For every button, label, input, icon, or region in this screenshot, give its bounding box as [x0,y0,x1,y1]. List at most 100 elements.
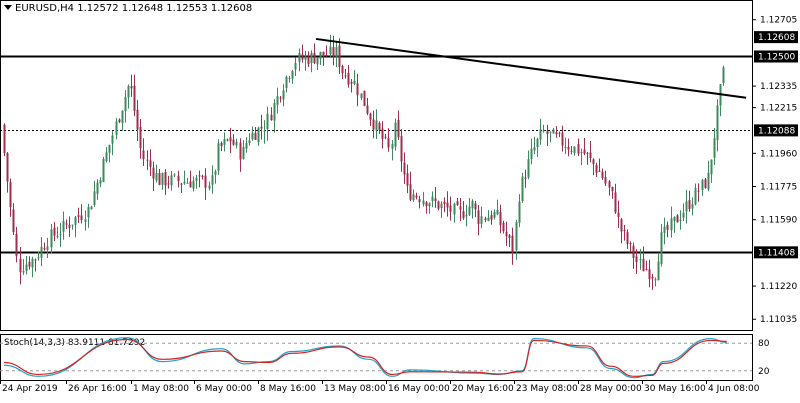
candle-body [245,143,248,149]
candle-body [310,52,313,64]
candle-body [68,225,71,228]
candle-body [660,232,663,264]
candle-body [676,215,679,223]
candle-body [595,165,598,173]
candle-body [691,204,694,209]
collapse-triangle-icon[interactable] [4,5,12,10]
candle-body [515,222,518,251]
candle-body [666,224,669,230]
candle-body [440,203,443,208]
candle-body [589,152,592,158]
candle-body [186,182,189,184]
candle-body [152,167,155,179]
symbol-label: EURUSD,H4 [15,3,75,14]
candle-body [632,245,635,259]
price-tick-label: 1.12215 [760,104,797,114]
candle-body [242,146,245,159]
candle-body [394,122,397,147]
candle-body [59,233,62,235]
candle-body [341,65,344,74]
candle-body [50,229,53,248]
candle-body [170,175,173,186]
candle-body [260,126,263,129]
candle-body [645,268,648,270]
candle-body [369,113,372,120]
chart-header: EURUSD,H4 1.12572 1.12648 1.12553 1.1260… [4,3,252,14]
candle-body [468,206,471,215]
candle-body [34,259,37,261]
candle-body [623,229,626,231]
candle-body [108,144,111,153]
candle-body [502,222,505,232]
candle-body [307,56,310,65]
candle-body [294,62,297,70]
candle-body [614,192,617,213]
candle-body [84,219,87,222]
candle-body [570,150,573,152]
candle-body [511,235,514,253]
candle-body [127,86,130,98]
candle-body [353,80,356,85]
candle-body [12,209,15,233]
ohlc-high: 1.12648 [121,3,164,14]
candle-body [115,121,118,135]
price-tick-label: 1.11775 [760,183,797,193]
candle-body [198,175,201,177]
candle-body [573,146,576,154]
candle-body [688,200,691,209]
candle-body [90,206,93,210]
candle-body [313,53,316,64]
candle-body [217,143,220,171]
candle-body [366,105,369,114]
candle-body [577,144,580,154]
candle-body [400,136,403,162]
candle-body [533,147,536,151]
candle-body [232,139,235,145]
candle-body [164,172,167,186]
stoch-k-line [3,337,727,379]
candle-body [19,258,22,273]
ohlc-open: 1.12572 [77,3,119,14]
candle-body [477,210,480,224]
candle-body [415,195,418,198]
candle-body [65,223,68,225]
candle-body [3,124,6,154]
candle-body [139,126,142,149]
price-axis: 1.12705 1.12335 1.12215 1.11960 1.11775 1.115… [752,16,797,325]
price-tag-box [754,124,798,137]
candle-body [564,147,567,149]
price-tick-label: 1.11220 [760,282,797,292]
price-tick-label: 1.11590 [760,216,797,226]
stoch-panel-frame [0,334,753,381]
price-tick-label: 1.12705 [760,16,797,26]
candle-body [276,96,279,105]
time-tick-label: 6 May 00:00 [196,384,252,394]
chart-frames [0,0,753,381]
candle-body [716,105,719,141]
candle-body [96,182,99,194]
candle-body [387,138,390,148]
candle-body [226,139,229,141]
candle-body [704,179,707,188]
candle-body [158,172,161,185]
candle-body [471,200,474,209]
candle-body [180,183,183,185]
candle-body [363,90,366,106]
candle-body [6,153,9,182]
ohlc-low: 1.12553 [166,3,208,14]
candle-body [319,52,322,59]
candle-body [325,54,328,56]
price-tag-box [754,31,798,44]
candle-body [257,127,260,143]
candle-body [679,219,682,222]
candle-body [663,226,666,233]
candle-body [360,93,363,98]
candle-body [335,47,338,58]
price-tick-label: 1.11960 [760,149,797,159]
candle-body [149,160,152,167]
candle-body [499,212,502,226]
candle-body [298,53,301,63]
candle-body [43,248,46,250]
